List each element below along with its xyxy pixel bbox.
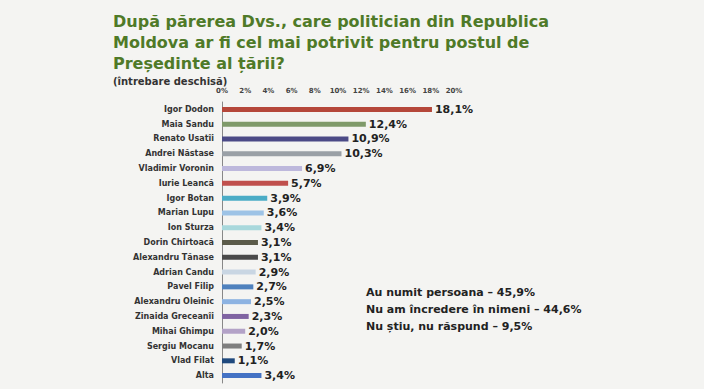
svg-text:12%: 12% bbox=[353, 87, 370, 95]
svg-text:3,4%: 3,4% bbox=[264, 221, 295, 234]
svg-text:20%: 20% bbox=[446, 87, 463, 95]
svg-text:1,7%: 1,7% bbox=[245, 340, 276, 353]
svg-text:Renato Usatîi: Renato Usatîi bbox=[153, 134, 214, 143]
svg-text:Pavel Filip: Pavel Filip bbox=[167, 282, 214, 291]
svg-text:Nu știu, nu răspund – 9,5%: Nu știu, nu răspund – 9,5% bbox=[366, 320, 532, 333]
svg-text:Alta: Alta bbox=[196, 371, 214, 380]
svg-text:Vlad Filat: Vlad Filat bbox=[171, 356, 214, 365]
svg-text:Marian Lupu: Marian Lupu bbox=[158, 208, 214, 217]
svg-text:4%: 4% bbox=[262, 87, 274, 95]
svg-text:Președinte al țării?: Președinte al țării? bbox=[113, 54, 285, 73]
svg-text:2,5%: 2,5% bbox=[254, 295, 285, 308]
svg-text:16%: 16% bbox=[399, 87, 416, 95]
svg-text:Adrian Candu: Adrian Candu bbox=[153, 268, 214, 277]
svg-text:Sergiu Mocanu: Sergiu Mocanu bbox=[147, 342, 214, 351]
svg-text:3,9%: 3,9% bbox=[270, 192, 301, 205]
svg-text:Ion Sturza: Ion Sturza bbox=[168, 223, 214, 232]
svg-text:0%: 0% bbox=[216, 87, 228, 95]
svg-text:3,1%: 3,1% bbox=[261, 236, 292, 249]
svg-text:Igor Botan: Igor Botan bbox=[167, 194, 215, 203]
svg-text:5,7%: 5,7% bbox=[291, 177, 322, 190]
svg-text:3,4%: 3,4% bbox=[264, 369, 295, 382]
svg-text:2,9%: 2,9% bbox=[259, 266, 290, 279]
svg-text:3,6%: 3,6% bbox=[267, 206, 298, 219]
svg-text:10%: 10% bbox=[330, 87, 347, 95]
svg-text:Alexandru Tănase: Alexandru Tănase bbox=[133, 253, 214, 262]
svg-text:12,4%: 12,4% bbox=[369, 118, 407, 131]
svg-text:18,1%: 18,1% bbox=[435, 103, 473, 116]
svg-text:2,3%: 2,3% bbox=[252, 310, 283, 323]
svg-text:Mihai Ghimpu: Mihai Ghimpu bbox=[152, 327, 214, 336]
svg-text:După părerea Dvs., care politi: După părerea Dvs., care politician din R… bbox=[113, 12, 555, 31]
svg-text:2,7%: 2,7% bbox=[256, 280, 287, 293]
svg-text:Dorin Chirtoacă: Dorin Chirtoacă bbox=[144, 238, 214, 247]
svg-text:10,9%: 10,9% bbox=[351, 132, 389, 145]
svg-text:2%: 2% bbox=[239, 87, 251, 95]
svg-text:Igor Dodon: Igor Dodon bbox=[164, 105, 214, 114]
svg-text:6,9%: 6,9% bbox=[305, 162, 336, 175]
svg-text:(întrebare deschisă): (întrebare deschisă) bbox=[113, 76, 227, 87]
svg-text:Maia Sandu: Maia Sandu bbox=[161, 120, 214, 129]
svg-text:18%: 18% bbox=[422, 87, 439, 95]
svg-text:Iurie Leancă: Iurie Leancă bbox=[159, 179, 214, 188]
svg-text:Au numit persoana – 45,9%: Au numit persoana – 45,9% bbox=[366, 286, 535, 299]
svg-text:Zinaida Greceanîi: Zinaida Greceanîi bbox=[135, 312, 214, 321]
svg-text:Nu am încredere în nimeni – 44: Nu am încredere în nimeni – 44,6% bbox=[366, 303, 582, 316]
svg-text:Vladimir Voronin: Vladimir Voronin bbox=[139, 164, 215, 173]
svg-text:8%: 8% bbox=[309, 87, 321, 95]
svg-text:Andrei Năstase: Andrei Năstase bbox=[145, 149, 214, 158]
svg-text:10,3%: 10,3% bbox=[344, 147, 382, 160]
svg-text:1,1%: 1,1% bbox=[238, 354, 269, 367]
svg-text:Alexandru Oleinic: Alexandru Oleinic bbox=[134, 297, 214, 306]
svg-text:2,0%: 2,0% bbox=[248, 325, 279, 338]
svg-text:3,1%: 3,1% bbox=[261, 251, 292, 264]
svg-text:14%: 14% bbox=[376, 87, 393, 95]
svg-text:6%: 6% bbox=[286, 87, 298, 95]
svg-text:Moldova ar fi cel mai potrivit: Moldova ar fi cel mai potrivit pentru po… bbox=[113, 33, 535, 52]
